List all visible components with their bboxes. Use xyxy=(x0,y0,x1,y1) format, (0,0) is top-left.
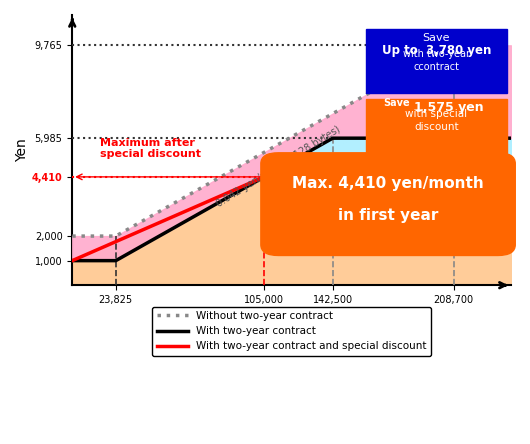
X-axis label: Packets: Packets xyxy=(265,308,318,322)
Text: with two-year
ccontract: with two-year ccontract xyxy=(403,49,470,72)
Text: Maximum after
special discount: Maximum after special discount xyxy=(100,138,201,159)
FancyBboxPatch shape xyxy=(366,28,507,93)
Text: Save: Save xyxy=(422,33,450,43)
Text: with special
discount: with special discount xyxy=(405,109,467,132)
Text: 1,575 yen: 1,575 yen xyxy=(414,101,484,114)
Legend: Without two-year contract, With two-year contract, With two-year contract and sp: Without two-year contract, With two-year… xyxy=(152,307,431,356)
FancyBboxPatch shape xyxy=(261,153,515,255)
Text: Up to  3,780 yen: Up to 3,780 yen xyxy=(382,44,491,57)
Text: in first year: in first year xyxy=(338,208,438,223)
Text: Save: Save xyxy=(384,98,410,107)
Text: 0.042 yen/packet (128 bytes): 0.042 yen/packet (128 bytes) xyxy=(215,124,342,209)
FancyBboxPatch shape xyxy=(366,99,507,153)
Y-axis label: Yen: Yen xyxy=(15,138,29,162)
Text: Max. 4,410 yen/month: Max. 4,410 yen/month xyxy=(292,176,484,191)
